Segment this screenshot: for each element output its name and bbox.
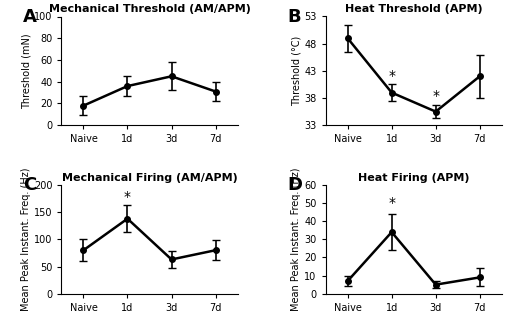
- Text: C: C: [23, 176, 36, 194]
- Text: D: D: [287, 176, 302, 194]
- Text: A: A: [23, 8, 36, 26]
- Y-axis label: Threshold (mN): Threshold (mN): [22, 33, 31, 109]
- Text: B: B: [287, 8, 301, 26]
- Y-axis label: Mean Peak Instant. Freq. (Hz): Mean Peak Instant. Freq. (Hz): [21, 168, 31, 311]
- Text: *: *: [388, 69, 395, 83]
- Title: Mechanical Firing (AM/APM): Mechanical Firing (AM/APM): [61, 173, 238, 183]
- Title: Mechanical Threshold (AM/APM): Mechanical Threshold (AM/APM): [49, 4, 250, 14]
- Text: *: *: [388, 196, 395, 210]
- Title: Heat Threshold (APM): Heat Threshold (APM): [345, 4, 482, 14]
- Text: *: *: [124, 190, 131, 204]
- Text: *: *: [432, 89, 439, 104]
- Y-axis label: Mean Peak Instant. Freq. (Hz): Mean Peak Instant. Freq. (Hz): [291, 168, 302, 311]
- Title: Heat Firing (APM): Heat Firing (APM): [358, 173, 470, 183]
- Y-axis label: Threshold (°C): Threshold (°C): [291, 36, 302, 106]
